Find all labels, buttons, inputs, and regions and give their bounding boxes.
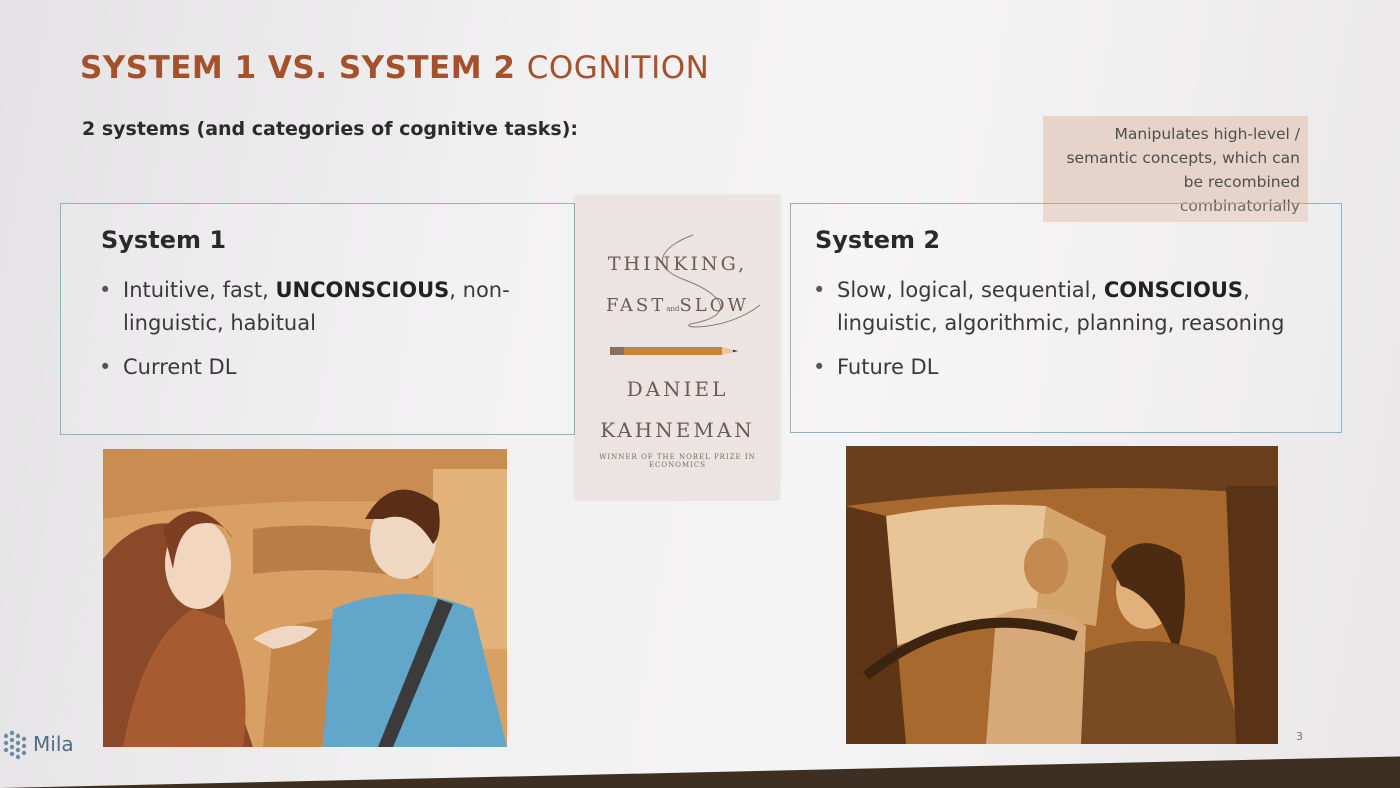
mila-logo-icon — [3, 730, 27, 760]
book-title-line1: THINKING, — [607, 253, 748, 275]
bullet-text: linguistic, algorithmic, planning, reaso… — [837, 311, 1285, 335]
book-title-word: SLOW — [679, 295, 749, 316]
system1-heading: System 1 — [101, 226, 227, 254]
book-author-line1: DANIEL — [626, 377, 729, 401]
system2-heading: System 2 — [815, 226, 941, 254]
book-tagline: WINNER OF THE NOBEL PRIZE IN ECONOMICS — [599, 453, 756, 469]
mila-logo: Mila — [0, 728, 85, 763]
bullet-text: , — [1243, 278, 1250, 302]
bullet-text: Slow, logical, sequential, — [837, 278, 1104, 302]
note-line: be recombined — [1183, 173, 1300, 191]
system1-bullet-1: Intuitive, fast, UNCONSCIOUS, non- lingu… — [99, 274, 510, 340]
note-line: semantic concepts, which can — [1066, 149, 1300, 167]
system2-box: System 2 Slow, logical, sequential, CONS… — [790, 203, 1342, 433]
system1-bullet-2: Current DL — [99, 351, 510, 384]
page-number: 3 — [1296, 730, 1303, 743]
bullet-text: , non- — [449, 278, 510, 302]
pencil-icon — [610, 347, 738, 355]
illustration-car-conversation — [103, 449, 507, 747]
book-scribble — [662, 234, 761, 328]
bullet-text: Intuitive, fast, — [123, 278, 276, 302]
book-title-word: and — [666, 305, 680, 313]
bullet-strong: UNCONSCIOUS — [275, 278, 450, 302]
bullet-text: Future DL — [837, 355, 939, 379]
note-callout: Manipulates high-level / semantic concep… — [1043, 116, 1308, 222]
system1-list: Intuitive, fast, UNCONSCIOUS, non- lingu… — [99, 274, 510, 395]
book-title-line2: FASTandSLOW — [575, 295, 780, 316]
book-title-word: FAST — [606, 295, 667, 316]
slide-title: SYSTEM 1 VS. SYSTEM 2 COGNITION — [80, 50, 709, 86]
system2-list: Slow, logical, sequential, CONSCIOUS, li… — [813, 274, 1284, 395]
system1-box: System 1 Intuitive, fast, UNCONSCIOUS, n… — [60, 203, 575, 435]
system2-bullet-2: Future DL — [813, 351, 1284, 384]
note-line: combinatorially — [1179, 197, 1300, 215]
mila-logo-text: Mila — [33, 732, 74, 756]
title-bold: SYSTEM 1 VS. SYSTEM 2 — [80, 50, 516, 86]
slide-subtitle: 2 systems (and categories of cognitive t… — [82, 118, 578, 140]
book-cover: THINKING, FASTandSLOW DANIEL KAHNEMAN WI… — [575, 195, 780, 500]
system2-bullet-1: Slow, logical, sequential, CONSCIOUS, li… — [813, 274, 1284, 340]
bullet-text: Current DL — [123, 355, 237, 379]
book-author-line2: KAHNEMAN — [600, 418, 755, 442]
bullet-text: linguistic, habitual — [123, 311, 316, 335]
note-line: Manipulates high-level / — [1114, 125, 1300, 143]
bullet-strong: CONSCIOUS — [1103, 278, 1244, 302]
photo-driving — [846, 446, 1278, 744]
title-light: COGNITION — [526, 50, 710, 86]
